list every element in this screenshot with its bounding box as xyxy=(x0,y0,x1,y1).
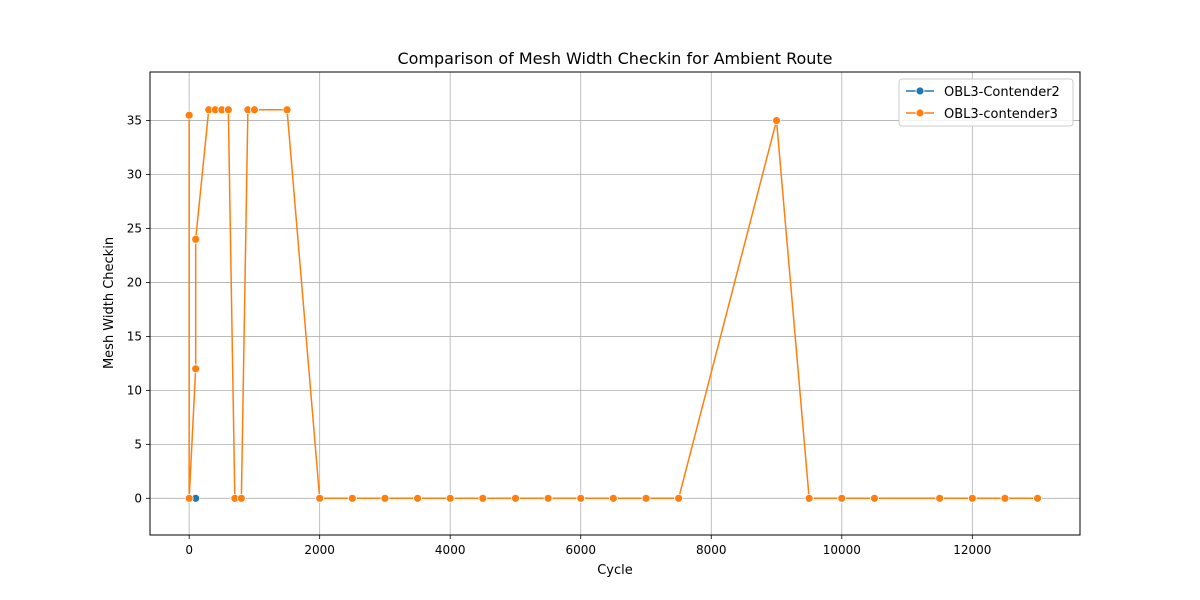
data-point xyxy=(804,493,814,503)
y-tick-label: 25 xyxy=(127,221,142,235)
legend-label-contender3: OBL3-contender3 xyxy=(944,107,1058,122)
data-point xyxy=(184,493,194,503)
plot-frame xyxy=(149,71,1081,536)
data-point xyxy=(250,105,259,115)
x-tick-label: 0 xyxy=(185,543,193,557)
grid-lines xyxy=(150,72,1080,535)
y-tick-label: 0 xyxy=(134,491,142,505)
data-point xyxy=(223,105,233,115)
legend-box xyxy=(898,78,1074,127)
data-point xyxy=(184,110,194,120)
data-point xyxy=(1033,493,1042,503)
y-tick-label: 10 xyxy=(127,383,142,397)
data-point xyxy=(478,493,488,503)
y-tick-label: 30 xyxy=(127,168,142,182)
data-point xyxy=(608,493,618,503)
x-tick-label: 10000 xyxy=(823,543,861,557)
x-tick-label: 4000 xyxy=(435,543,466,557)
data-point xyxy=(315,493,325,503)
data-point xyxy=(282,105,292,115)
series-layer xyxy=(184,105,1042,503)
axis-ticks: 0 2000 4000 6000 8000 10000 12000 0 5 10 15 20 25 30 3… xyxy=(127,114,992,557)
legend-marker-contender2 xyxy=(915,86,925,96)
x-axis-label: Cycle xyxy=(597,563,633,578)
data-point xyxy=(935,493,945,503)
legend: OBL3-Contender2 OBL3-contender3 xyxy=(898,78,1074,127)
x-tick-label: 12000 xyxy=(953,543,991,557)
data-point xyxy=(641,493,651,503)
data-point xyxy=(191,364,201,374)
data-point xyxy=(236,493,246,503)
data-point xyxy=(967,493,977,503)
data-point xyxy=(772,116,781,125)
data-point xyxy=(576,493,586,503)
x-tick-label: 6000 xyxy=(565,543,596,557)
legend-marker-contender3 xyxy=(915,108,925,118)
data-point xyxy=(347,493,357,503)
data-point xyxy=(674,493,684,503)
y-tick-label: 15 xyxy=(127,329,142,343)
data-point xyxy=(191,234,201,244)
y-axis-label: Mesh Width Checkin xyxy=(102,237,117,369)
x-tick-label: 2000 xyxy=(304,543,335,557)
data-point xyxy=(380,493,390,503)
data-point xyxy=(543,493,553,503)
data-point xyxy=(870,493,879,503)
legend-label-contender2: OBL3-Contender2 xyxy=(944,85,1060,100)
series-obl3-contender3 xyxy=(184,105,1042,503)
y-tick-label: 35 xyxy=(127,114,142,128)
series-line xyxy=(188,109,1038,500)
data-point xyxy=(511,493,520,503)
chart-title: Comparison of Mesh Width Checkin for Amb… xyxy=(397,49,832,68)
data-point xyxy=(837,493,847,503)
x-tick-label: 8000 xyxy=(696,543,727,557)
y-tick-label: 5 xyxy=(134,437,142,451)
data-point xyxy=(445,493,455,503)
data-point xyxy=(413,493,422,503)
data-point xyxy=(1000,493,1010,503)
y-tick-label: 20 xyxy=(127,275,142,289)
